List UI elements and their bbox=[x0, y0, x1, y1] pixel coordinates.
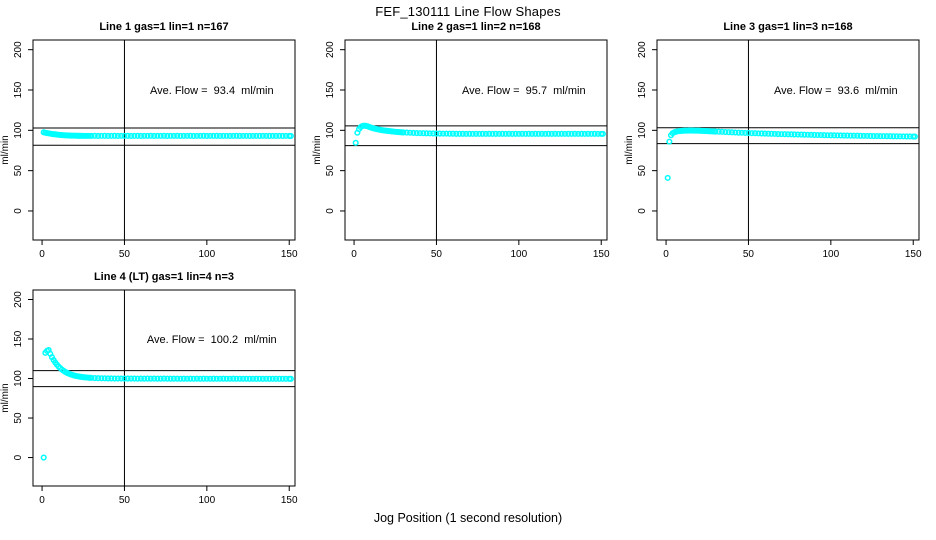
y-tick-label: 200 bbox=[13, 291, 24, 308]
ave-flow-annotation: Ave. Flow = 93.4 ml/min bbox=[150, 85, 274, 97]
y-tick-label: 0 bbox=[325, 208, 336, 214]
panel-line-3: Line 3 gas=1 lin=3 n=168 0 50 100 150 0 50 100 1… bbox=[624, 18, 936, 268]
y-tick-label: 100 bbox=[13, 370, 24, 387]
plot-line-2: Line 2 gas=1 lin=2 n=168 0 50 100 150 0 50 100 1… bbox=[312, 21, 610, 260]
x-axis-label: Jog Position (1 second resolution) bbox=[373, 511, 563, 525]
ave-flow-annotation: Ave. Flow = 95.7 ml/min bbox=[462, 85, 586, 97]
data-points bbox=[352, 122, 606, 146]
axes: 0 50 100 150 0 50 100 150 200 bbox=[13, 291, 298, 506]
reference-lines bbox=[33, 40, 295, 240]
y-tick-label: 50 bbox=[13, 412, 24, 424]
x-tick-label: 100 bbox=[822, 249, 839, 260]
y-tick-label: 0 bbox=[13, 454, 24, 460]
plot-line-3: Line 3 gas=1 lin=3 n=168 0 50 100 150 0 50 100 1… bbox=[624, 21, 922, 260]
x-tick-label: 0 bbox=[39, 495, 45, 506]
panel-line-1: Line 1 gas=1 lin=1 n=167 0 50 100 150 0 50 100 1… bbox=[0, 18, 312, 268]
y-tick-label: 100 bbox=[637, 122, 648, 139]
y-tick-label: 100 bbox=[13, 122, 24, 139]
y-tick-label: 50 bbox=[637, 165, 648, 177]
x-tick-label: 100 bbox=[198, 495, 215, 506]
x-tick-label: 100 bbox=[510, 249, 527, 260]
panel-title: Line 3 gas=1 lin=3 n=168 bbox=[723, 21, 852, 33]
data-points bbox=[664, 127, 918, 181]
x-tick-label: 50 bbox=[119, 249, 131, 260]
y-tick-label: 150 bbox=[13, 81, 24, 98]
reference-lines bbox=[33, 290, 295, 486]
y-tick-label: 0 bbox=[13, 208, 24, 214]
reference-lines bbox=[345, 40, 607, 240]
panel-title: Line 4 (LT) gas=1 lin=4 n=3 bbox=[94, 271, 234, 283]
y-axis-title: ml/min bbox=[0, 135, 11, 164]
y-axis-title: ml/min bbox=[312, 135, 323, 164]
y-axis-title: ml/min bbox=[624, 135, 635, 164]
figure-title: FEF_130111 Line Flow Shapes bbox=[375, 4, 561, 19]
y-tick-label: 100 bbox=[325, 122, 336, 139]
x-tick-label: 150 bbox=[593, 249, 610, 260]
x-tick-label: 0 bbox=[351, 249, 357, 260]
y-tick-label: 150 bbox=[13, 330, 24, 347]
ave-flow-annotation: Ave. Flow = 100.2 ml/min bbox=[147, 334, 277, 346]
reference-lines bbox=[657, 40, 919, 240]
plot-box bbox=[656, 39, 920, 241]
x-tick-label: 150 bbox=[281, 495, 298, 506]
axes: 0 50 100 150 0 50 100 150 200 bbox=[325, 41, 610, 260]
y-axis-title: ml/min bbox=[0, 383, 11, 412]
y-tick-label: 200 bbox=[325, 41, 336, 58]
x-tick-label: 50 bbox=[743, 249, 755, 260]
x-tick-label: 100 bbox=[198, 249, 215, 260]
y-tick-label: 50 bbox=[13, 165, 24, 177]
plot-box bbox=[32, 289, 296, 487]
y-tick-label: 150 bbox=[325, 81, 336, 98]
data-points bbox=[40, 129, 294, 140]
y-tick-label: 200 bbox=[637, 41, 648, 58]
data-points bbox=[40, 347, 294, 461]
x-tick-label: 0 bbox=[39, 249, 45, 260]
y-tick-label: 0 bbox=[637, 208, 648, 214]
y-tick-label: 50 bbox=[325, 165, 336, 177]
plot-line-4: Line 4 (LT) gas=1 lin=4 n=3 0 50 100 150 0 50 1… bbox=[0, 271, 298, 506]
axes: 0 50 100 150 0 50 100 150 200 bbox=[637, 41, 922, 260]
panel-line-2: Line 2 gas=1 lin=2 n=168 0 50 100 150 0 50 100 1… bbox=[312, 18, 624, 268]
y-tick-label: 150 bbox=[637, 81, 648, 98]
x-tick-label: 50 bbox=[119, 495, 131, 506]
ave-flow-annotation: Ave. Flow = 93.6 ml/min bbox=[774, 85, 898, 97]
panel-title: Line 1 gas=1 lin=1 n=167 bbox=[99, 21, 228, 33]
x-tick-label: 50 bbox=[431, 249, 443, 260]
x-tick-label: 0 bbox=[663, 249, 669, 260]
plot-box bbox=[344, 39, 608, 241]
panel-title: Line 2 gas=1 lin=2 n=168 bbox=[411, 21, 540, 33]
y-tick-label: 200 bbox=[13, 41, 24, 58]
axes: 0 50 100 150 0 50 100 150 200 bbox=[13, 41, 298, 260]
panel-line-4: Line 4 (LT) gas=1 lin=4 n=3 0 50 100 150 0 50 1… bbox=[0, 266, 312, 516]
x-tick-label: 150 bbox=[905, 249, 922, 260]
plot-box bbox=[32, 39, 296, 241]
plot-line-1: Line 1 gas=1 lin=1 n=167 0 50 100 150 0 50 100 1… bbox=[0, 21, 298, 260]
x-tick-label: 150 bbox=[281, 249, 298, 260]
